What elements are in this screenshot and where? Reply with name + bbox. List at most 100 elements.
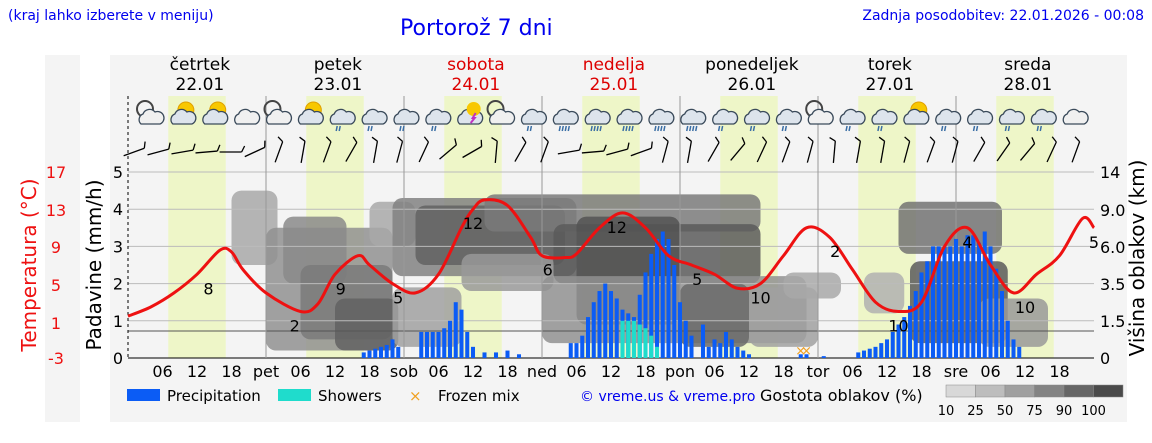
precip-bar	[689, 335, 694, 358]
rain-drop	[877, 125, 880, 132]
wind-shaft	[661, 141, 669, 163]
wind-feather	[192, 143, 196, 151]
wind-shaft	[171, 149, 194, 155]
wind-feather	[543, 136, 549, 143]
day-date: 23.01	[314, 75, 363, 95]
wind-shaft	[926, 141, 936, 163]
region-hint-link[interactable]: (kraj lahko izberete v meniju)	[8, 8, 214, 24]
wind-feather	[904, 136, 911, 142]
precip-bar	[988, 246, 993, 358]
cloud-shape	[265, 108, 293, 125]
cloud-density-area	[461, 253, 554, 292]
wind-barb-icon	[581, 144, 607, 154]
x-tick-label: pon	[665, 362, 695, 381]
temperature-tick-label: 9	[51, 238, 61, 257]
precip-bar	[861, 350, 867, 358]
temperature-label: 10	[888, 317, 908, 336]
x-tick-label: 12	[601, 362, 621, 381]
cloud-shape	[489, 108, 516, 125]
x-tick-label: 12	[877, 362, 897, 381]
wind-feather	[454, 138, 458, 146]
x-tick-label: sob	[390, 362, 418, 381]
wind-shaft	[195, 150, 218, 154]
precip-bar	[930, 246, 936, 358]
precip-bar	[971, 235, 976, 358]
wind-barb-icon	[371, 136, 379, 163]
wind-barb-icon	[1019, 137, 1036, 161]
precip-bar	[614, 298, 619, 358]
rain-drop	[564, 125, 568, 132]
rain-drop	[663, 125, 666, 132]
rain-drop	[402, 125, 405, 132]
cloud-scale-swatch	[1093, 384, 1124, 398]
x-tick-label: 18	[1049, 362, 1069, 381]
wind-feather	[1031, 137, 1036, 144]
rain-icon	[935, 108, 962, 132]
shower-bar	[631, 320, 637, 358]
rain-drop	[590, 125, 593, 132]
x-tick-label: 06	[290, 362, 310, 381]
cloud-scale-swatch	[1004, 384, 1035, 398]
cloud-density-area	[335, 298, 399, 351]
precip-bar	[603, 283, 608, 358]
x-tick-label: 06	[980, 362, 1000, 381]
precip-bar	[643, 272, 648, 358]
rain-drop	[749, 125, 753, 132]
precip-tick-label: 4	[113, 200, 123, 219]
wind-barb-icon	[244, 140, 266, 158]
rain-drop	[975, 125, 979, 132]
cloud-shape	[170, 108, 197, 125]
wind-feather	[980, 136, 986, 143]
cloud-density-title: Gostota oblakov (%)	[760, 386, 923, 405]
temperature-label: 2	[830, 242, 840, 261]
cloud-shape	[807, 108, 834, 125]
precip-bar	[424, 331, 430, 358]
precip-tick-label: 1	[113, 312, 123, 331]
heavy-rain-icon	[680, 108, 707, 132]
precip-bar	[396, 346, 401, 358]
precip-axis-title: Padavine (mm/h)	[82, 179, 106, 350]
wind-feather	[807, 136, 814, 142]
temperature-label: 2	[290, 317, 300, 336]
wind-feather	[241, 145, 246, 153]
wind-shaft	[345, 142, 358, 162]
precip-bar	[902, 317, 907, 358]
wind-barb-icon	[926, 136, 936, 163]
x-tick-label: 18	[497, 362, 517, 381]
precip-bar	[470, 346, 476, 358]
wind-shaft	[462, 145, 482, 159]
precip-bar	[1005, 320, 1010, 358]
wind-barb-icon	[1046, 136, 1057, 163]
cloud-shape	[935, 108, 962, 125]
frozen-mix-mark: ×	[795, 344, 806, 359]
precip-bar	[856, 352, 861, 358]
wind-shaft	[996, 142, 1011, 162]
precip-bar	[959, 246, 964, 358]
wind-barb-icon	[195, 144, 221, 154]
wind-shaft	[274, 141, 284, 163]
credit-link[interactable]: © vreme.us & vreme.pro	[580, 389, 755, 405]
rain-icon	[775, 108, 802, 132]
cloud-scale-swatch	[1034, 384, 1065, 398]
wind-shaft	[686, 141, 693, 163]
precip-bar	[712, 339, 717, 358]
rain-drop	[431, 125, 434, 132]
cloud-height-tick-label: 6.0	[1100, 238, 1125, 257]
rain-drop	[781, 125, 785, 132]
wind-feather	[491, 136, 498, 142]
x-tick-label: 06	[152, 362, 172, 381]
wind-feather	[299, 136, 306, 142]
cloud-shape	[361, 108, 388, 125]
wind-feather	[480, 139, 483, 147]
x-tick-label: sre	[944, 362, 968, 381]
precip-bar	[493, 352, 499, 358]
cloud-density-area	[749, 287, 818, 347]
precip-bar	[666, 238, 671, 358]
cloud-shape	[712, 108, 739, 125]
wind-feather	[264, 140, 266, 148]
precip-bar	[677, 302, 683, 358]
cloud-shape	[1062, 108, 1089, 125]
precip-bar	[953, 238, 959, 358]
shower-bar	[620, 320, 625, 358]
wind-barb-icon	[322, 136, 332, 163]
